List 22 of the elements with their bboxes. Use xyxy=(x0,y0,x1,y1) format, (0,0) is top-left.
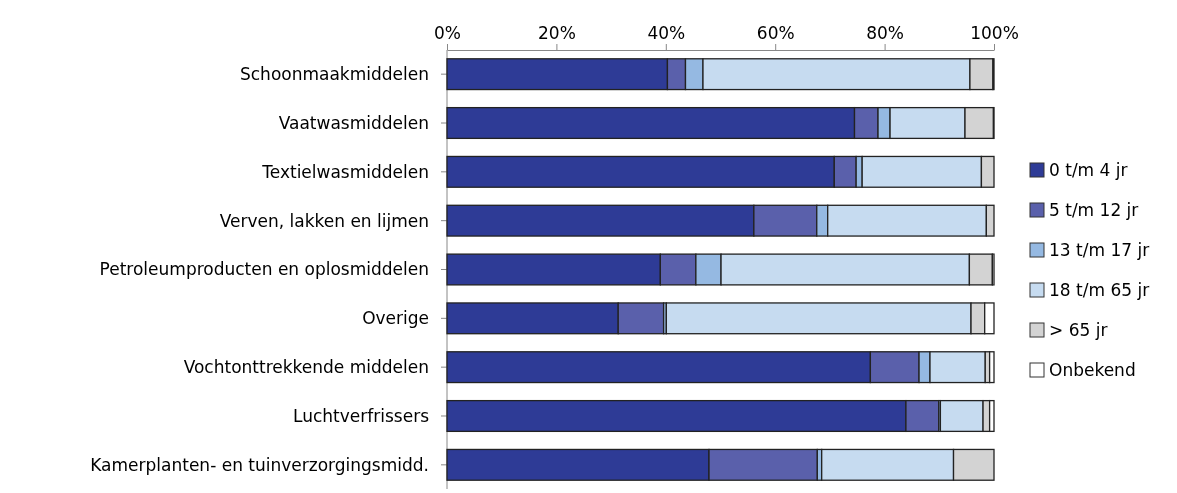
x-tick-label: 40% xyxy=(647,23,686,44)
y-tick-label: Kamerplanten- en tuinverzorgingsmidd. xyxy=(90,454,429,475)
x-tick-label: 60% xyxy=(756,23,795,44)
y-tick-label: Luchtverfrissers xyxy=(293,405,430,426)
y-tick-label: Overige xyxy=(362,308,429,329)
legend-label: > 65 jr xyxy=(1049,319,1108,340)
y-tick-label: Petroleumproducten en oplosmiddelen xyxy=(99,259,429,280)
x-tick-label: 20% xyxy=(538,23,576,44)
y-tick-label: Schoonmaakmiddelen xyxy=(239,64,429,85)
bar xyxy=(988,351,995,384)
text: 0 t/m 4 jr xyxy=(1049,159,1128,180)
legend-label: 5 t/m 12 jr xyxy=(1049,199,1139,220)
y-tick-label: Vaatwasmiddelen xyxy=(278,112,429,133)
y-tick-label: Verven, lakken en lijmen xyxy=(219,210,429,231)
x-tick-label: 100% xyxy=(970,23,1019,44)
y-tick-label: Textielwasmiddelen xyxy=(261,161,429,182)
legend-label: Onbekend xyxy=(1049,359,1136,380)
legend-label: 13 t/m 17 jr xyxy=(1049,239,1150,260)
legend-label: 18 t/m 65 jr xyxy=(1049,279,1150,300)
x-tick-label: 80% xyxy=(866,23,904,44)
y-tick-label: Vochtonttrekkende middelen xyxy=(183,357,429,378)
x-tick-label: 0% xyxy=(434,23,461,44)
